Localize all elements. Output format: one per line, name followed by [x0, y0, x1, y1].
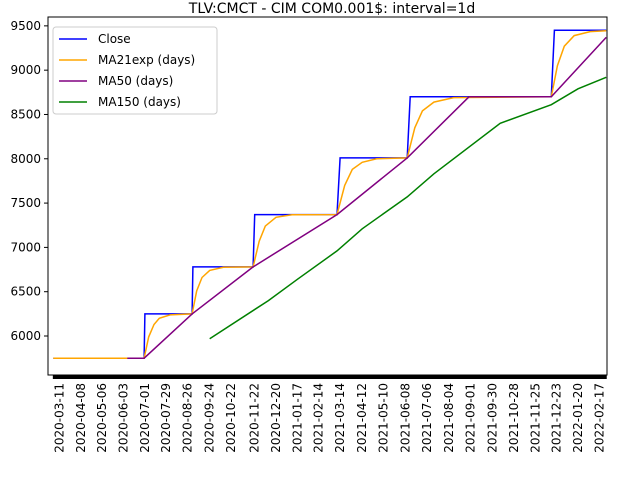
x-tick-label: 2020-11-22 [248, 383, 262, 453]
x-tick-label: 2020-04-08 [74, 383, 88, 453]
x-tick-label: 2021-02-14 [312, 383, 326, 453]
legend-box [52, 26, 218, 115]
chart-title: TLV:CMCT - CIM COM0.001$: interval=1d [188, 1, 475, 17]
x-minor-ticks [52, 375, 607, 379]
y-tick-label: 8500 [10, 107, 41, 121]
y-tick-label: 7500 [10, 196, 41, 210]
series-line-2 [127, 36, 607, 359]
x-tick-label: 2020-07-29 [159, 383, 173, 453]
series-lines [53, 29, 607, 359]
x-tick-label: 2021-09-01 [463, 383, 477, 453]
x-tick-label: 2022-02-17 [592, 383, 606, 453]
x-tick-label: 2022-01-20 [571, 383, 585, 453]
x-tick-label: 2021-12-23 [550, 383, 564, 453]
y-tick-label: 6000 [10, 329, 41, 343]
x-tick-label: 2020-06-03 [116, 383, 130, 453]
x-tick-label: 2021-03-14 [333, 383, 347, 453]
x-tick-label: 2020-10-22 [224, 383, 238, 453]
y-tick-label: 9000 [10, 63, 41, 77]
x-tick-label: 2021-01-17 [290, 383, 304, 453]
x-tick-label: 2020-09-24 [203, 383, 217, 453]
x-tick-label: 2020-05-06 [95, 383, 109, 453]
x-tick-label: 2021-10-28 [507, 383, 521, 453]
legend-label: MA50 (days) [98, 74, 173, 88]
y-axis: 6000 6500 7000 7500 8000 8500 9000 9500 [10, 19, 48, 343]
x-tick-label: 2020-08-26 [181, 383, 195, 453]
x-tick-label: 2021-04-12 [355, 383, 369, 453]
x-tick-label: 2021-05-10 [377, 383, 391, 453]
x-tick-label: 2020-03-11 [52, 383, 66, 453]
y-tick-label: 9500 [10, 19, 41, 33]
legend-label: Close [98, 32, 131, 46]
legend-label: MA150 (days) [98, 95, 181, 109]
x-tick-label: 2021-07-06 [420, 383, 434, 453]
x-tick-label: 2021-08-04 [442, 383, 456, 453]
x-tick-label: 2020-07-01 [138, 383, 152, 453]
x-tick-label: 2021-11-25 [528, 383, 542, 453]
y-tick-label: 8000 [10, 152, 41, 166]
x-tick-label: 2020-12-20 [269, 383, 283, 453]
y-tick-label: 6500 [10, 285, 41, 299]
legend-label: MA21exp (days) [98, 53, 195, 67]
x-axis: 2020-03-11 2020-04-08 2020-05-06 2020-06-03… [52, 375, 607, 453]
y-tick-label: 7000 [10, 240, 41, 254]
legend: Close MA21exp (days) MA50 (days) MA150 (day… [52, 26, 218, 115]
series-line-3 [209, 76, 607, 340]
x-tick-label: 2021-09-30 [486, 383, 500, 453]
x-tick-label: 2021-06-08 [399, 383, 413, 453]
